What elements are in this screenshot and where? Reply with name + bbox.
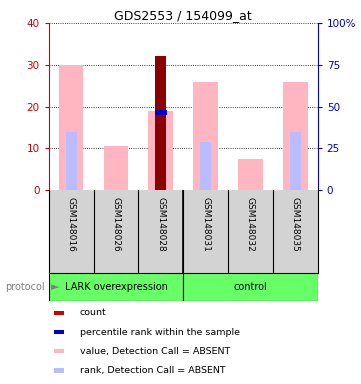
- Bar: [59, 65, 83, 190]
- Bar: [148, 111, 173, 190]
- Text: protocol: protocol: [5, 282, 45, 292]
- Bar: [54, 369, 65, 372]
- Text: GSM148026: GSM148026: [112, 197, 121, 252]
- Bar: [155, 56, 166, 190]
- Bar: [66, 132, 77, 190]
- Bar: [54, 330, 65, 334]
- Bar: [200, 142, 211, 190]
- Bar: [183, 273, 318, 301]
- Text: LARK overexpression: LARK overexpression: [65, 282, 168, 292]
- Bar: [54, 311, 65, 315]
- Bar: [283, 81, 308, 190]
- Text: percentile rank within the sample: percentile rank within the sample: [80, 328, 240, 337]
- Text: GSM148035: GSM148035: [291, 197, 300, 252]
- Text: ►: ►: [51, 282, 59, 292]
- Bar: [54, 349, 65, 353]
- Text: count: count: [80, 308, 106, 318]
- Bar: [238, 159, 263, 190]
- Bar: [155, 110, 167, 115]
- Text: rank, Detection Call = ABSENT: rank, Detection Call = ABSENT: [80, 366, 225, 375]
- Bar: [49, 273, 183, 301]
- Text: GSM148016: GSM148016: [67, 197, 76, 252]
- Bar: [104, 146, 128, 190]
- Text: GSM148031: GSM148031: [201, 197, 210, 252]
- Bar: [290, 132, 301, 190]
- Bar: [193, 81, 218, 190]
- Text: GSM148032: GSM148032: [246, 197, 255, 252]
- Title: GDS2553 / 154099_at: GDS2553 / 154099_at: [114, 9, 252, 22]
- Text: value, Detection Call = ABSENT: value, Detection Call = ABSENT: [80, 347, 230, 356]
- Text: control: control: [234, 282, 267, 292]
- Text: GSM148028: GSM148028: [156, 197, 165, 252]
